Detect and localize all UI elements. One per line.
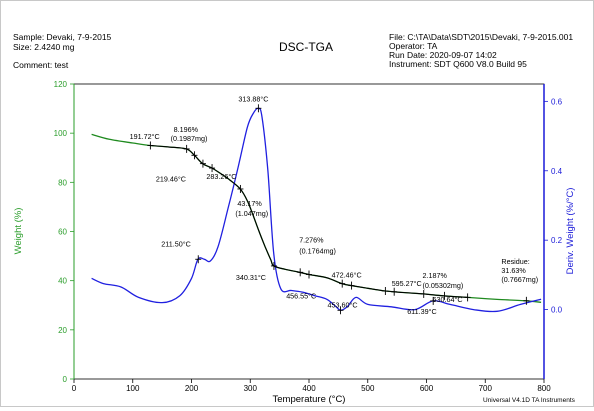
y-tick-label: 80: [58, 178, 67, 187]
y-tick-label: 60: [58, 228, 67, 237]
y-axis-left: 0 20 40 60 80 100 120: [54, 80, 74, 384]
data-marker: [297, 268, 304, 277]
annotation-label: 453.60°C: [328, 300, 358, 309]
x-tick-label: 800: [537, 384, 551, 393]
y-axis-right: 0.0 0.2 0.4 0.6: [544, 97, 563, 315]
x-tick-label: 0: [72, 384, 77, 393]
data-marker: [420, 289, 427, 298]
annotation-label: (0.7667mg): [501, 275, 538, 284]
annotation-label: 2.187%: [423, 271, 448, 280]
annotation-label: 340.31°C: [236, 273, 266, 282]
annotation-label: (0.05302mg): [423, 281, 464, 290]
x-tick-label: 500: [361, 384, 375, 393]
data-marker: [306, 270, 312, 279]
operator-label: Operator: TA: [389, 41, 438, 51]
y2-axis-label: Deriv. Weight (%/°C): [565, 188, 576, 275]
x-tick-label: 700: [479, 384, 493, 393]
series-layer: [91, 107, 542, 313]
annotation-label: 595.27°C: [392, 279, 422, 288]
marker-layer: [147, 104, 530, 315]
annotation-label: 313.88°C: [238, 94, 268, 103]
annotation-label: 191.72°C: [130, 132, 160, 141]
data-marker: [464, 293, 471, 302]
annotation-label: 472.46°C: [332, 271, 362, 280]
x-axis-label: Temperature (°C): [273, 394, 346, 405]
data-marker: [523, 296, 530, 305]
x-tick-label: 400: [302, 384, 316, 393]
data-marker: [237, 184, 244, 193]
annotation-label: 630.64°C: [433, 295, 463, 304]
data-marker: [270, 261, 277, 270]
annotation-label: 219.46°C: [156, 175, 186, 184]
annotation-label: 31.63%: [501, 266, 526, 275]
data-marker: [209, 164, 216, 173]
size-label: Size: 2.4240 mg: [13, 42, 75, 52]
data-marker: [199, 159, 206, 168]
deriv-weight-curve: [91, 107, 542, 313]
y-tick-label: 0: [63, 375, 68, 384]
annotation-label: 456.55°C: [286, 292, 316, 301]
data-marker: [348, 281, 355, 290]
y2-tick-label: 0.4: [551, 167, 563, 176]
annotation-label: 283.26°C: [206, 172, 236, 181]
chart-title: DSC-TGA: [279, 40, 333, 54]
data-marker: [441, 291, 448, 300]
y-tick-label: 20: [58, 326, 67, 335]
footer-label: Universal V4.1D TA Instruments: [483, 397, 576, 404]
x-tick-label: 200: [185, 384, 199, 393]
annotation-label: 211.50°C: [161, 239, 191, 248]
data-marker: [147, 141, 154, 150]
instrument-label: Instrument: SDT Q600 V8.0 Build 95: [389, 59, 527, 69]
data-marker: [391, 287, 398, 296]
annotation-label: Residue:: [501, 257, 529, 266]
x-tick-label: 100: [126, 384, 140, 393]
y2-tick-label: 0.2: [551, 236, 563, 245]
y2-tick-label: 0.6: [551, 97, 563, 106]
data-marker: [382, 286, 389, 295]
annotation-label: (0.1764mg): [299, 247, 336, 256]
data-marker: [183, 144, 190, 153]
run-date-label: Run Date: 2020-09-07 14:02: [389, 50, 497, 60]
data-marker: [195, 255, 202, 264]
annotation-label: 7.276%: [299, 236, 324, 245]
sample-label: Sample: Devaki, 7-9-2015: [13, 32, 112, 42]
x-axis: 0 100 200 300 400 500 600 700 800: [72, 379, 551, 393]
annotation-layer: 191.72°C 219.46°C 8.196%(0.1987mg) 283.26°C…: [130, 94, 539, 316]
annotation-label: (0.1987mg): [171, 134, 208, 143]
data-marker: [255, 104, 262, 113]
y-tick-label: 120: [54, 80, 68, 89]
x-tick-label: 600: [420, 384, 434, 393]
annotation-label: 8.196%: [174, 125, 199, 134]
y2-tick-label: 0.0: [551, 306, 563, 315]
x-tick-label: 300: [244, 384, 258, 393]
file-label: File: C:\TA\Data\SDT\2015\Devaki, 7-9-20…: [389, 32, 573, 42]
data-marker: [339, 279, 346, 288]
plot-area: [73, 83, 545, 380]
annotation-label: 43.17%: [237, 199, 262, 208]
annotation-label: (1.047mg): [235, 209, 268, 218]
analysis-overlay-line: [150, 144, 468, 298]
weight-curve: [91, 133, 542, 303]
annotation-label: 611.39°C: [407, 307, 437, 316]
y-axis-label: Weight (%): [13, 208, 24, 255]
y-tick-label: 100: [54, 129, 68, 138]
data-marker: [337, 306, 344, 315]
data-marker: [191, 151, 198, 160]
comment-label: Comment: test: [13, 60, 69, 70]
y-tick-label: 40: [58, 277, 67, 286]
data-marker: [430, 296, 437, 305]
